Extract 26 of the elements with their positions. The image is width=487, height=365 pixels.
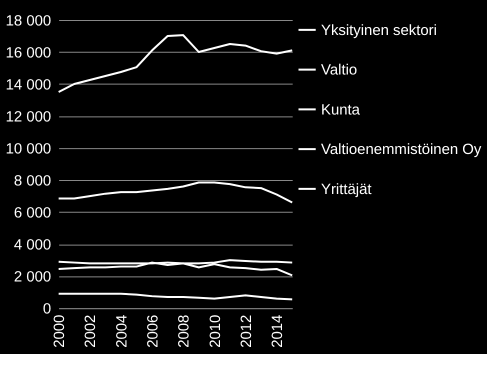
legend-label: Yrittäjät bbox=[321, 182, 372, 198]
line-series bbox=[58, 34, 294, 94]
y-tick-label: 0 bbox=[42, 302, 52, 318]
legend-label: Kunta bbox=[321, 102, 361, 118]
legend-label: Yksityinen sektori bbox=[321, 22, 437, 39]
x-tick-label: 2014 bbox=[270, 314, 286, 348]
x-tick-label: 2012 bbox=[238, 314, 255, 348]
x-tick-label: 2000 bbox=[52, 314, 68, 348]
x-tick-label: 2006 bbox=[146, 314, 162, 348]
y-tick-label: 4 000 bbox=[14, 238, 52, 254]
y-tick-label: 18 000 bbox=[6, 13, 52, 30]
y-tick-label: 6 000 bbox=[14, 206, 52, 222]
x-tick-label: 2008 bbox=[176, 314, 193, 348]
y-tick-label: 10 000 bbox=[6, 142, 52, 158]
x-tick-label: 2010 bbox=[208, 314, 224, 348]
y-tick-label: 14 000 bbox=[6, 77, 52, 94]
line-series bbox=[58, 182, 294, 204]
x-tick-label: 2002 bbox=[83, 314, 100, 348]
y-tick-label: 2 000 bbox=[14, 270, 52, 286]
y-tick-label: 16 000 bbox=[6, 45, 52, 62]
line-series bbox=[58, 262, 294, 276]
legend-label: Valtioenemmistöinen Oy bbox=[321, 142, 482, 158]
x-tick-label: 2004 bbox=[114, 314, 130, 348]
y-tick-label: 12 000 bbox=[6, 110, 52, 126]
y-tick-label: 8 000 bbox=[14, 174, 52, 190]
legend-label: Valtio bbox=[321, 62, 358, 79]
